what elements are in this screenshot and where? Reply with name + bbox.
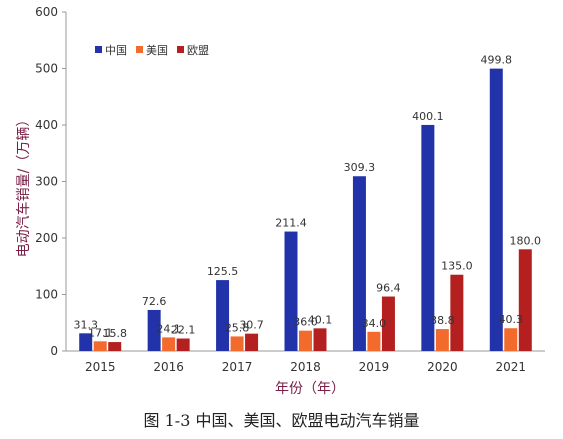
y-axis-label: 电动汽车销量/（万辆） xyxy=(15,113,32,258)
bar-美国-2017 xyxy=(230,336,244,351)
data-label: 211.4 xyxy=(275,217,307,230)
axes: 0 100 200 300 400 500 600 2015 2016 2017 2018 2019 2… xyxy=(35,5,545,374)
legend-swatch xyxy=(95,46,102,53)
data-label: 125.5 xyxy=(207,265,239,278)
data-label: 17.1 xyxy=(88,326,113,339)
bar-欧盟-2021 xyxy=(518,249,532,351)
data-labels: 31.317.115.8 72.6 24.122.1 125.5 25.830.7 211… xyxy=(73,54,541,340)
data-label: 31.3 xyxy=(73,318,98,331)
legend-label: 美国 xyxy=(146,44,168,57)
bar-中国-2021 xyxy=(489,68,503,351)
x-tick-label: 2019 xyxy=(359,360,390,374)
bar-中国-2015 xyxy=(79,333,93,351)
data-label: 15.8 xyxy=(102,327,127,340)
data-label: 499.8 xyxy=(481,54,513,67)
bar-美国-2021 xyxy=(504,328,518,351)
bar-chart: 0 100 200 300 400 500 600 2015 2016 2017 2018 2019 2… xyxy=(15,5,545,397)
data-label: 135.0 xyxy=(441,260,473,273)
data-label: 38.8 xyxy=(430,314,455,327)
data-label: 34.0 xyxy=(362,317,387,330)
bar-欧盟-2017 xyxy=(245,333,259,351)
data-label: 72.6 xyxy=(142,295,167,308)
y-tick-label: 400 xyxy=(35,118,58,132)
bar-欧盟-2015 xyxy=(108,342,122,351)
bar-中国-2019 xyxy=(352,176,366,351)
bar-美国-2015 xyxy=(93,341,107,351)
y-tick-label: 300 xyxy=(35,175,58,189)
x-tick-label: 2021 xyxy=(496,360,527,374)
bar-欧盟-2018 xyxy=(313,328,327,351)
legend: 中国 美国 欧盟 xyxy=(95,44,209,57)
x-tick-label: 2017 xyxy=(222,360,253,374)
bar-中国-2018 xyxy=(284,231,298,351)
bar-中国-2020 xyxy=(421,124,435,351)
y-tick-label: 600 xyxy=(35,5,58,19)
data-label: 30.7 xyxy=(239,319,264,332)
legend-label: 中国 xyxy=(105,44,127,57)
x-tick-label: 2016 xyxy=(153,360,184,374)
bar-欧盟-2016 xyxy=(176,338,190,351)
data-label: 309.3 xyxy=(344,161,376,174)
data-label: 96.4 xyxy=(376,282,401,295)
data-label: 40.3 xyxy=(499,313,524,326)
legend-swatch xyxy=(177,46,184,53)
x-axis-label: 年份（年） xyxy=(275,381,345,397)
bar-欧盟-2019 xyxy=(381,296,395,351)
bars xyxy=(79,68,532,351)
bar-美国-2018 xyxy=(299,330,312,351)
data-label: 40.1 xyxy=(308,313,333,326)
y-tick-label: 200 xyxy=(35,231,58,245)
x-tick-label: 2018 xyxy=(290,360,321,374)
y-tick-label: 500 xyxy=(35,62,58,76)
data-label: 180.0 xyxy=(510,234,542,247)
data-label: 24.1 xyxy=(156,322,181,335)
bar-欧盟-2020 xyxy=(450,274,464,351)
bar-美国-2019 xyxy=(367,331,381,351)
data-label: 400.1 xyxy=(412,110,444,123)
data-label: 25.8 xyxy=(225,321,250,334)
legend-label: 欧盟 xyxy=(187,44,209,57)
data-label: 36.0 xyxy=(293,316,318,329)
figure-caption: 图 1-3 中国、美国、欧盟电动汽车销量 xyxy=(143,411,420,430)
bar-美国-2016 xyxy=(162,337,176,351)
bar-美国-2020 xyxy=(435,329,449,351)
legend-swatch xyxy=(136,46,143,53)
x-tick-label: 2020 xyxy=(427,360,458,374)
x-tick-label: 2015 xyxy=(85,360,116,374)
y-tick-label: 100 xyxy=(35,288,58,302)
bar-中国-2016 xyxy=(147,309,161,351)
data-label: 22.1 xyxy=(171,324,196,337)
bar-中国-2017 xyxy=(216,280,230,351)
y-tick-label: 0 xyxy=(50,344,58,358)
